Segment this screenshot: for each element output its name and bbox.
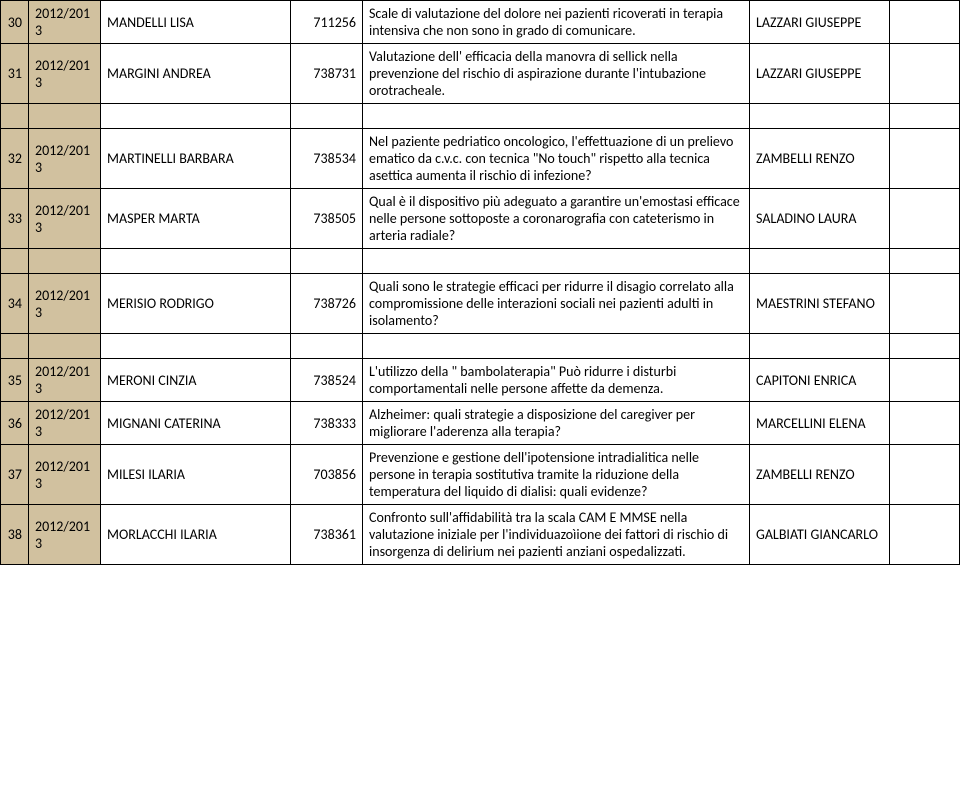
row-index: 32	[1, 129, 29, 189]
academic-year: 2012/2013	[29, 44, 101, 104]
extra-cell	[890, 129, 960, 189]
thesis-description: Nel paziente pedriatico oncologico, l'ef…	[363, 129, 750, 189]
student-code: 738361	[291, 505, 363, 565]
academic-year: 2012/2013	[29, 445, 101, 505]
thesis-description: Alzheimer: quali strategie a disposizion…	[363, 402, 750, 445]
group-separator	[1, 249, 960, 274]
academic-year: 2012/2013	[29, 274, 101, 334]
extra-cell	[890, 1, 960, 44]
advisor-name: MAESTRINI STEFANO	[750, 274, 890, 334]
table-row: 382012/2013MORLACCHI ILARIA738361Confron…	[1, 505, 960, 565]
student-name: MIGNANI CATERINA	[101, 402, 291, 445]
thesis-table: 302012/2013MANDELLI LISA711256Scale di v…	[0, 0, 960, 565]
extra-cell	[890, 445, 960, 505]
advisor-name: GALBIATI GIANCARLO	[750, 505, 890, 565]
advisor-name: CAPITONI ENRICA	[750, 359, 890, 402]
row-index: 33	[1, 189, 29, 249]
extra-cell	[890, 402, 960, 445]
thesis-description: Confronto sull'affidabilità tra la scala…	[363, 505, 750, 565]
academic-year: 2012/2013	[29, 129, 101, 189]
academic-year: 2012/2013	[29, 359, 101, 402]
student-code: 703856	[291, 445, 363, 505]
table-row: 352012/2013MERONI CINZIA738524L'utilizzo…	[1, 359, 960, 402]
thesis-description: Prevenzione e gestione dell'ipotensione …	[363, 445, 750, 505]
student-name: MORLACCHI ILARIA	[101, 505, 291, 565]
student-code: 738505	[291, 189, 363, 249]
advisor-name: ZAMBELLI RENZO	[750, 445, 890, 505]
student-code: 738726	[291, 274, 363, 334]
table-row: 372012/2013MILESI ILARIA703856Prevenzion…	[1, 445, 960, 505]
advisor-name: SALADINO LAURA	[750, 189, 890, 249]
thesis-description: Valutazione dell' efficacia della manovr…	[363, 44, 750, 104]
table-row: 362012/2013MIGNANI CATERINA738333Alzheim…	[1, 402, 960, 445]
table-row: 332012/2013MASPER MARTA738505Qual è il d…	[1, 189, 960, 249]
student-name: MANDELLI LISA	[101, 1, 291, 44]
table-row: 302012/2013MANDELLI LISA711256Scale di v…	[1, 1, 960, 44]
student-code: 738534	[291, 129, 363, 189]
academic-year: 2012/2013	[29, 189, 101, 249]
thesis-description: Qual è il dispositivo più adeguato a gar…	[363, 189, 750, 249]
student-name: MERONI CINZIA	[101, 359, 291, 402]
row-index: 30	[1, 1, 29, 44]
group-separator	[1, 334, 960, 359]
student-name: MERISIO RODRIGO	[101, 274, 291, 334]
extra-cell	[890, 44, 960, 104]
row-index: 36	[1, 402, 29, 445]
academic-year: 2012/2013	[29, 1, 101, 44]
student-name: MARTINELLI BARBARA	[101, 129, 291, 189]
extra-cell	[890, 505, 960, 565]
extra-cell	[890, 274, 960, 334]
advisor-name: ZAMBELLI RENZO	[750, 129, 890, 189]
thesis-description: Scale di valutazione del dolore nei pazi…	[363, 1, 750, 44]
extra-cell	[890, 359, 960, 402]
row-index: 37	[1, 445, 29, 505]
row-index: 34	[1, 274, 29, 334]
student-name: MARGINI ANDREA	[101, 44, 291, 104]
student-code: 738731	[291, 44, 363, 104]
advisor-name: LAZZARI GIUSEPPE	[750, 1, 890, 44]
thesis-description: L'utilizzo della " bambolaterapia" Può r…	[363, 359, 750, 402]
thesis-description: Quali sono le strategie efficaci per rid…	[363, 274, 750, 334]
student-code: 738524	[291, 359, 363, 402]
extra-cell	[890, 189, 960, 249]
student-code: 738333	[291, 402, 363, 445]
student-code: 711256	[291, 1, 363, 44]
table-row: 322012/2013MARTINELLI BARBARA738534Nel p…	[1, 129, 960, 189]
academic-year: 2012/2013	[29, 402, 101, 445]
student-name: MILESI ILARIA	[101, 445, 291, 505]
student-name: MASPER MARTA	[101, 189, 291, 249]
table-row: 312012/2013MARGINI ANDREA738731Valutazio…	[1, 44, 960, 104]
row-index: 31	[1, 44, 29, 104]
advisor-name: LAZZARI GIUSEPPE	[750, 44, 890, 104]
group-separator	[1, 104, 960, 129]
row-index: 35	[1, 359, 29, 402]
academic-year: 2012/2013	[29, 505, 101, 565]
advisor-name: MARCELLINI ELENA	[750, 402, 890, 445]
table-row: 342012/2013MERISIO RODRIGO738726Quali so…	[1, 274, 960, 334]
row-index: 38	[1, 505, 29, 565]
